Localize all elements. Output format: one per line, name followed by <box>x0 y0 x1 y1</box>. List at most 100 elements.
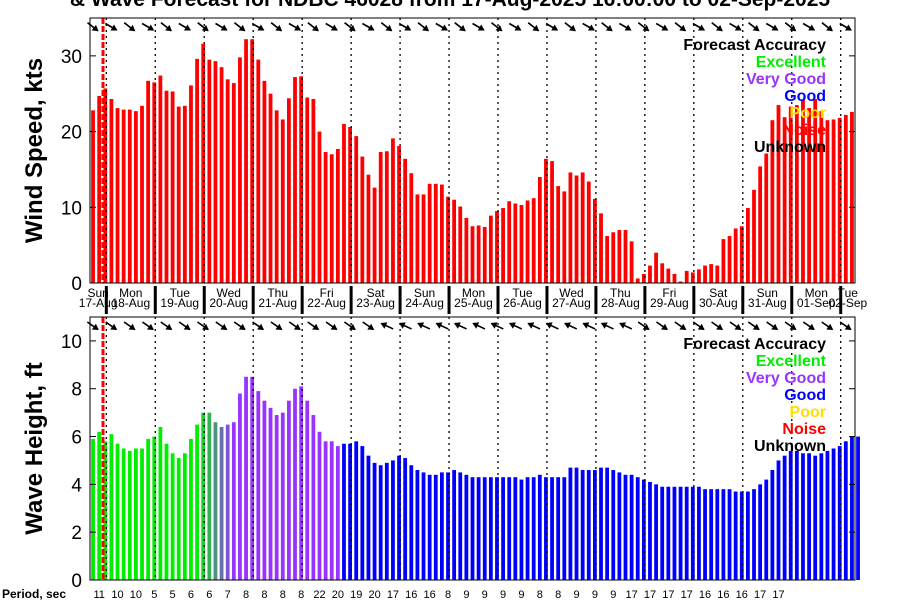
wind-bar <box>623 230 628 283</box>
wind-bar <box>641 273 646 283</box>
wind-bar <box>140 105 144 283</box>
arrow-head <box>367 24 375 31</box>
period-tick: 8 <box>537 589 543 600</box>
wave-bar <box>287 400 291 580</box>
direction-arrow <box>564 322 578 330</box>
wave-bar <box>464 474 469 580</box>
day-date-label: 26-Aug <box>503 296 542 310</box>
wave-bar <box>158 426 163 580</box>
wind-bar <box>843 114 848 283</box>
direction-arrow <box>307 22 319 32</box>
direction-arrow <box>656 321 668 331</box>
day-date-label: 01-Sep <box>797 296 836 310</box>
wind-bar <box>440 184 444 283</box>
wave-bar <box>244 376 248 580</box>
arrow-head <box>202 323 209 331</box>
direction-arrow <box>160 321 173 331</box>
wave-bar <box>739 491 744 580</box>
wave-bar <box>495 477 499 580</box>
day-date-label: 25-Aug <box>454 296 493 310</box>
period-tick: 16 <box>717 589 729 600</box>
direction-arrow <box>325 321 338 331</box>
wave-bar <box>690 486 695 580</box>
direction-arrow <box>582 22 595 31</box>
wave-bar <box>176 458 181 580</box>
wave-bar <box>648 481 652 580</box>
y-axis-label: Wave Height, ft <box>21 362 48 534</box>
wave-bar <box>678 486 683 580</box>
wave-bar <box>91 438 95 580</box>
arrow-head <box>679 323 687 331</box>
period-tick: 9 <box>518 589 524 600</box>
legend-item: Excellent <box>756 54 827 71</box>
legend-item: Good <box>784 387 826 404</box>
direction-arrow <box>821 321 834 331</box>
wind-bar <box>427 183 432 283</box>
wind-bar <box>256 59 261 283</box>
wave-bar <box>580 470 585 580</box>
wind-bar <box>366 174 371 283</box>
wave-bar <box>519 479 524 580</box>
wave-bar <box>250 376 255 580</box>
day-name-label: Wed <box>216 286 240 300</box>
wind-bar <box>825 120 830 284</box>
wind-bar <box>323 152 328 283</box>
wind-bar <box>299 76 304 283</box>
direction-arrow <box>197 321 209 331</box>
wind-bar <box>152 82 157 283</box>
wave-bar <box>391 460 395 580</box>
wave-bar <box>433 474 438 580</box>
wind-bar <box>531 198 536 283</box>
legend-item: Poor <box>790 404 826 421</box>
day-name-label: Thu <box>610 286 631 300</box>
wind-bar <box>764 153 769 283</box>
wave-bar <box>238 393 242 580</box>
wind-bar <box>556 186 561 283</box>
day-name-label: Tue <box>512 286 533 300</box>
wave-bar <box>403 458 408 580</box>
wind-bar <box>397 145 401 283</box>
arrow-head <box>495 24 503 32</box>
arrow-head <box>844 323 852 331</box>
direction-arrow <box>545 322 559 330</box>
direction-arrow <box>417 322 431 330</box>
day-date-label: 21-Aug <box>258 296 297 310</box>
wind-bar <box>121 109 126 283</box>
wind-bar <box>752 189 756 283</box>
arrow-head <box>514 24 522 31</box>
period-row: Period, sec 11 10 10 5 5 6 6 7 8 8 8 8 22 20 19 20 17 16 16… <box>2 587 785 600</box>
direction-arrow <box>711 321 724 331</box>
arrow-head <box>844 24 852 31</box>
wave-bar <box>825 450 830 580</box>
wind-bar <box>293 77 297 283</box>
plot-frame <box>89 17 856 284</box>
direction-arrow <box>454 22 466 32</box>
arrow-head <box>527 322 535 329</box>
arrow-head <box>201 24 209 32</box>
legend-item: Noise <box>782 421 826 438</box>
wave-bar <box>599 467 603 580</box>
wind-bar <box>182 105 187 283</box>
direction-arrow <box>178 321 191 331</box>
direction-arrow <box>362 321 375 331</box>
wind-bar <box>813 99 818 283</box>
wind-bar <box>127 109 132 283</box>
direction-arrow <box>729 22 742 31</box>
wave-bar <box>342 443 346 580</box>
direction-arrow <box>711 22 723 32</box>
period-tick: 16 <box>736 589 748 600</box>
wave-bar <box>470 477 475 580</box>
arrow-head <box>257 24 265 31</box>
direction-arrow <box>178 22 191 31</box>
wave-bar <box>421 472 426 580</box>
direction-arrow <box>435 322 449 330</box>
wave-bar <box>103 441 108 580</box>
direction-arrow <box>86 321 99 331</box>
arrow-head <box>220 24 228 31</box>
direction-arrow <box>637 321 650 331</box>
wind-bar <box>794 105 799 283</box>
direction-arrow <box>472 322 486 330</box>
direction-arrow <box>784 22 797 32</box>
direction-arrow <box>619 322 633 330</box>
wind-bar <box>593 198 597 283</box>
